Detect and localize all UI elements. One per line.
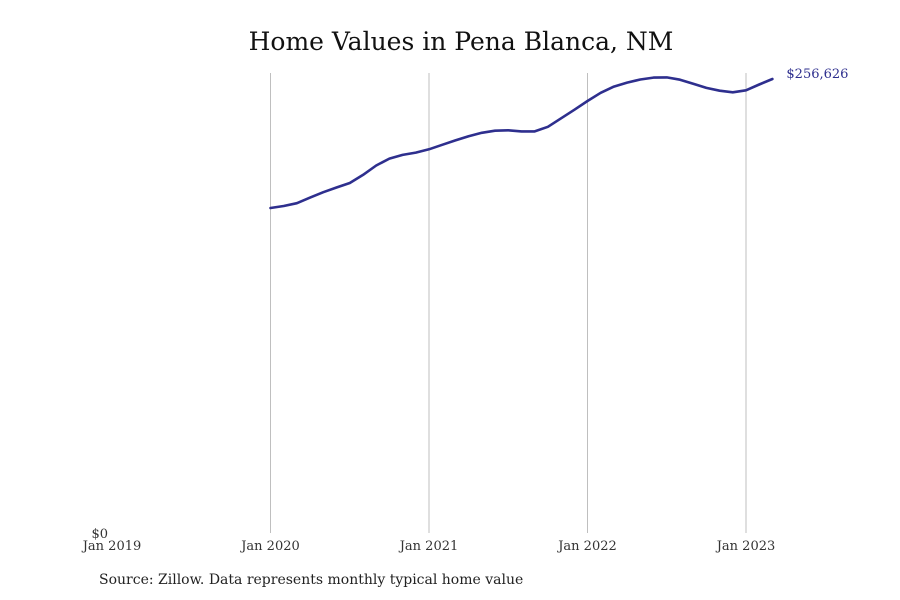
axis-labels: Jan 2019 Jan 2020 Jan 2021 Jan 2022 Jan 2023… [81, 527, 776, 554]
series-layer: $256,626 [269, 67, 848, 210]
grid-lines [270, 73, 747, 533]
x-tick-label: Jan 2021 [398, 539, 459, 554]
y-tick-label: $0 [91, 527, 108, 542]
chart-title: Home Values in Pena Blanca, NM [248, 27, 674, 56]
x-tick-label: Jan 2019 [81, 539, 142, 554]
series-line [269, 76, 774, 210]
source-note: Source: Zillow. Data represents monthly … [99, 572, 524, 588]
x-tick-label: Jan 2022 [556, 539, 617, 554]
x-tick-label: Jan 2023 [715, 539, 776, 554]
end-value-label: $256,626 [786, 67, 848, 82]
x-tick-label: Jan 2020 [239, 539, 300, 554]
